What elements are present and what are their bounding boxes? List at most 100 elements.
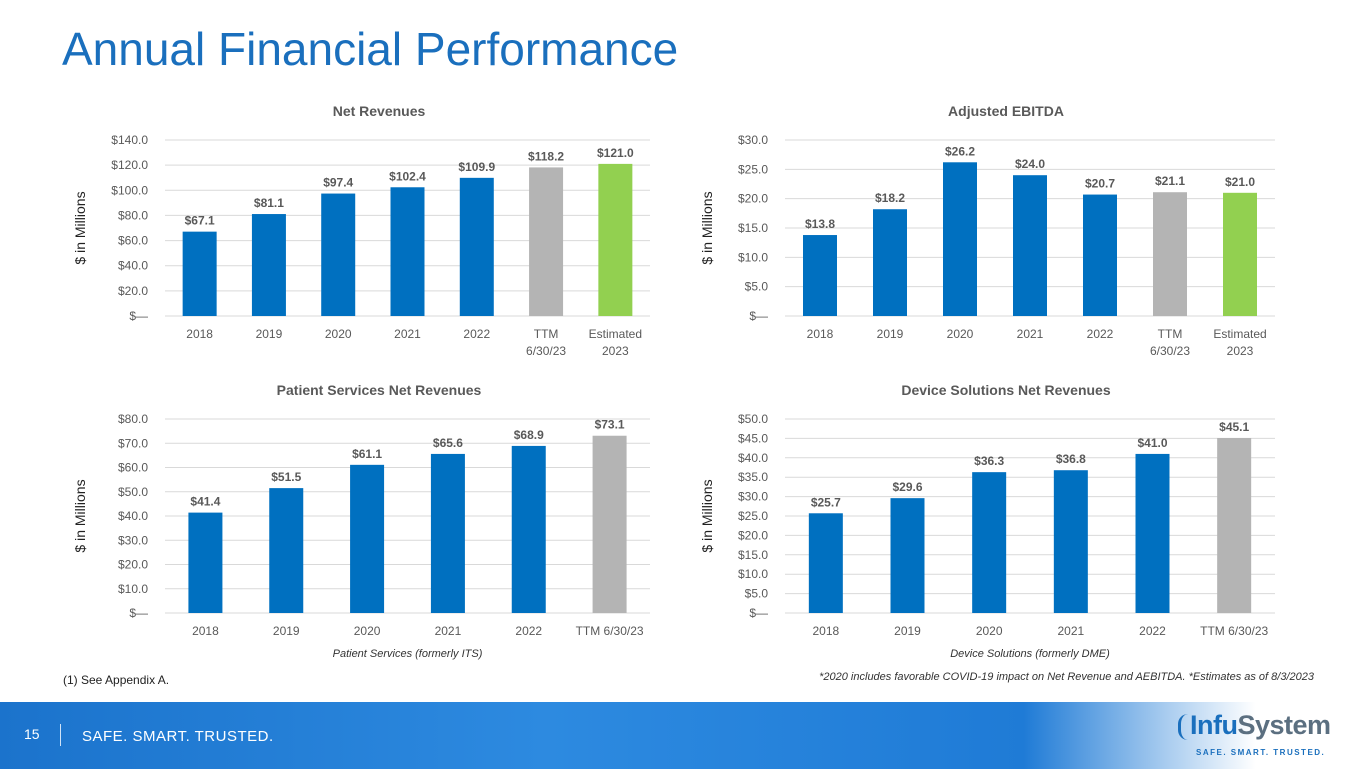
- data-label: $121.0: [597, 146, 634, 160]
- bar-2018: [182, 231, 217, 316]
- y-tick-label: $60.0: [118, 461, 148, 475]
- y-tick-label: $40.0: [118, 509, 148, 523]
- data-label: $41.0: [1137, 436, 1167, 450]
- y-tick-label: $30.0: [738, 133, 768, 147]
- x-tick-label: 2023: [1227, 344, 1254, 358]
- x-tick-label: 2019: [877, 327, 904, 341]
- bar-2021: [1053, 470, 1088, 613]
- x-tick-label: 2019: [256, 327, 283, 341]
- data-label: $18.2: [875, 191, 905, 205]
- bar-estimated-2023: [1223, 192, 1257, 316]
- y-tick-label: $30.0: [118, 533, 148, 547]
- y-tick-label: $20.0: [118, 558, 148, 572]
- x-tick-label: 2022: [1139, 624, 1166, 638]
- data-label: $29.6: [892, 480, 922, 494]
- y-tick-label: $50.0: [118, 485, 148, 499]
- x-tick-label: 2021: [394, 327, 421, 341]
- data-label: $97.4: [323, 176, 353, 190]
- data-label: $67.1: [185, 214, 215, 228]
- x-tick-label: 2020: [947, 327, 974, 341]
- bar-2018: [188, 512, 223, 613]
- x-tick-label: Estimated: [1213, 327, 1266, 341]
- bar-2022: [511, 445, 546, 613]
- y-tick-label: $100.0: [111, 183, 148, 197]
- y-tick-label: $140.0: [111, 133, 148, 147]
- y-tick-label: $15.0: [738, 221, 768, 235]
- chart-title: Adjusted EBITDA: [948, 103, 1064, 119]
- x-tick-label: 2021: [1057, 624, 1084, 638]
- x-tick-label: 2019: [894, 624, 921, 638]
- data-label: $109.9: [458, 160, 495, 174]
- y-tick-label: $45.0: [738, 431, 768, 445]
- bar-2022: [1135, 453, 1170, 613]
- data-label: $41.4: [190, 495, 220, 509]
- y-tick-label: $20.0: [738, 528, 768, 542]
- x-tick-label: 6/30/23: [526, 344, 566, 358]
- data-label: $21.1: [1155, 174, 1185, 188]
- x-tick-label: 2018: [812, 624, 839, 638]
- y-tick-label: $40.0: [738, 451, 768, 465]
- y-tick-label: $25.0: [738, 509, 768, 523]
- bar-ttm-6-30-23: [592, 435, 627, 613]
- x-axis-label: Device Solutions (formerly DME): [950, 648, 1110, 660]
- bar-2020: [943, 162, 977, 316]
- y-tick-label: $120.0: [111, 158, 148, 172]
- x-tick-label: 2018: [186, 327, 213, 341]
- x-tick-label: 2020: [976, 624, 1003, 638]
- x-tick-label: TTM 6/30/23: [576, 624, 644, 638]
- y-axis-label: $ in Millions: [72, 191, 88, 264]
- y-tick-label: $10.0: [738, 567, 768, 581]
- y-tick-label: $60.0: [118, 234, 148, 248]
- bar-2020: [350, 464, 385, 613]
- y-tick-label: $—: [749, 309, 768, 323]
- logo-name-system: System: [1237, 710, 1331, 740]
- data-label: $118.2: [528, 149, 564, 163]
- footer-bar: [0, 702, 1365, 769]
- data-label: $36.8: [1056, 452, 1086, 466]
- x-tick-label: Estimated: [589, 327, 642, 341]
- bar-2020: [321, 193, 356, 316]
- data-label: $25.7: [811, 495, 841, 509]
- footer-tagline: SAFE. SMART. TRUSTED.: [82, 728, 274, 745]
- x-tick-label: 2020: [354, 624, 381, 638]
- bar-2022: [1083, 194, 1117, 316]
- data-label: $13.8: [805, 217, 835, 231]
- y-tick-label: $5.0: [745, 280, 769, 294]
- x-tick-label: 2022: [1087, 327, 1114, 341]
- y-tick-label: $5.0: [745, 587, 769, 601]
- infusystem-logo: InfuSystem SAFE. SMART. TRUSTED.: [1178, 710, 1331, 765]
- logo-tagline: SAFE. SMART. TRUSTED.: [1196, 748, 1326, 757]
- bar-2018: [803, 235, 837, 316]
- bar-ttm-6-30-23: [529, 167, 564, 316]
- bar-2022: [459, 177, 494, 316]
- bar-estimated-2023: [598, 163, 633, 316]
- bar-ttm-6-30-23: [1217, 438, 1252, 613]
- bar-ttm-6-30-23: [1153, 192, 1187, 316]
- bar-2020: [972, 472, 1007, 613]
- x-tick-label: 2020: [325, 327, 352, 341]
- x-tick-label: TTM: [1158, 327, 1183, 341]
- y-tick-label: $80.0: [118, 412, 148, 426]
- footnote-appendix: (1) See Appendix A.: [63, 673, 170, 687]
- x-axis-label: Patient Services (formerly ITS): [333, 648, 483, 660]
- data-label: $68.9: [514, 428, 544, 442]
- x-tick-label: 2021: [435, 624, 462, 638]
- data-label: $20.7: [1085, 177, 1115, 191]
- x-tick-label: 2021: [1017, 327, 1044, 341]
- y-axis-label: $ in Millions: [72, 479, 88, 552]
- logo-swoosh-icon: [1178, 714, 1188, 740]
- footnote-covid-estimates: *2020 includes favorable COVID-19 impact…: [819, 671, 1314, 683]
- y-tick-label: $20.0: [738, 192, 768, 206]
- bar-2021: [430, 453, 465, 613]
- data-label: $24.0: [1015, 157, 1045, 171]
- y-axis-label: $ in Millions: [699, 191, 715, 264]
- bar-2019: [269, 488, 304, 613]
- chart-title: Patient Services Net Revenues: [277, 382, 482, 398]
- y-tick-label: $30.0: [738, 490, 768, 504]
- bar-2018: [808, 513, 843, 613]
- bar-2019: [890, 498, 925, 613]
- y-tick-label: $50.0: [738, 412, 768, 426]
- data-label: $73.1: [595, 418, 625, 432]
- data-label: $61.1: [352, 447, 382, 461]
